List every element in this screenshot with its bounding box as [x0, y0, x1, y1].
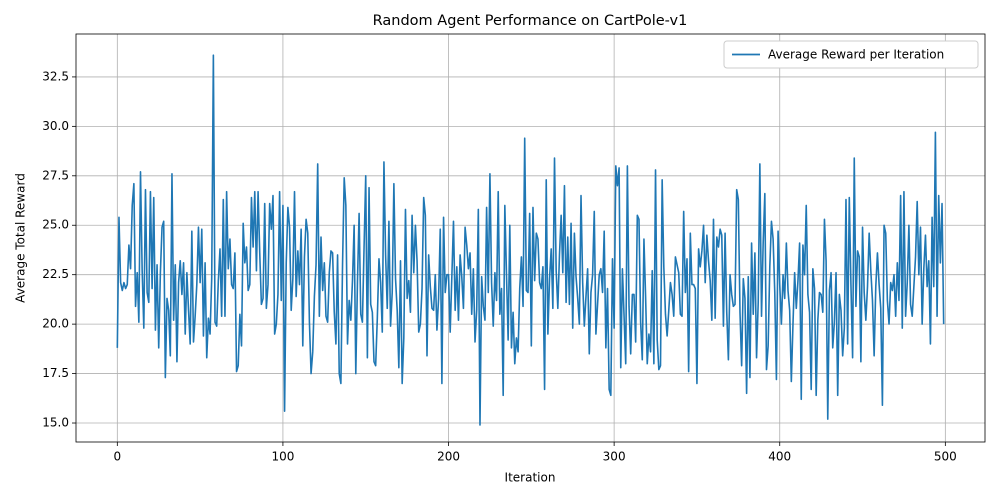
y-tick-label: 32.5 — [42, 69, 69, 83]
legend-box — [723, 40, 979, 69]
x-tick-label: 500 — [934, 450, 957, 464]
y-tick-label: 22.5 — [42, 267, 69, 281]
chart-title: Random Agent Performance on CartPole-v1 — [373, 13, 688, 29]
y-tick-label: 20.0 — [42, 317, 69, 331]
x-tick-label: 100 — [271, 450, 294, 464]
plot — [116, 54, 945, 426]
x-tick-label: 0 — [113, 450, 121, 464]
y-tick-label: 15.0 — [42, 416, 69, 430]
y-tick-label: 17.5 — [42, 366, 69, 380]
x-tick-label: 400 — [768, 450, 791, 464]
x-tick-label: 200 — [437, 450, 460, 464]
y-tick-label: 27.5 — [42, 168, 69, 182]
x-tick-label: 300 — [603, 450, 626, 464]
y-axis-label: Average Total Reward — [14, 173, 28, 303]
grid: 0 100 200 300 400 500 15.0 17.5 20.0 22.5 25.0 27.5… — [42, 34, 985, 464]
y-tick-label: 30.0 — [42, 119, 69, 133]
y-tick-label: 25.0 — [42, 218, 69, 232]
x-axis-label: Iteration — [505, 471, 556, 485]
legend: Average Reward per Iteration — [723, 40, 979, 69]
legend-label: Average Reward per Iteration — [768, 48, 944, 62]
series-line — [116, 54, 945, 426]
axes-frame — [75, 33, 986, 443]
